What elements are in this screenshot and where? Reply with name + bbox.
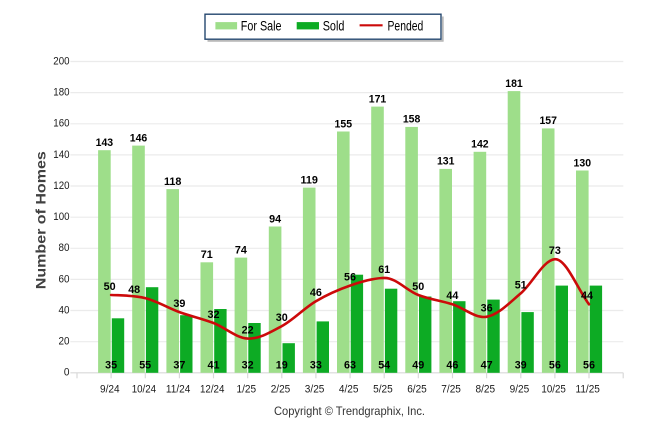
svg-text:94: 94: [269, 213, 282, 225]
svg-text:71: 71: [201, 249, 213, 261]
svg-text:Sold: Sold: [323, 19, 345, 34]
svg-text:55: 55: [139, 359, 151, 371]
svg-text:142: 142: [471, 139, 489, 151]
svg-text:130: 130: [574, 157, 592, 169]
svg-text:41: 41: [208, 359, 220, 371]
svg-text:5/25: 5/25: [373, 384, 393, 396]
svg-text:39: 39: [173, 298, 185, 310]
svg-text:74: 74: [235, 244, 248, 256]
svg-text:12/24: 12/24: [200, 384, 224, 396]
svg-text:20: 20: [59, 336, 70, 348]
svg-text:0: 0: [64, 367, 70, 379]
svg-text:100: 100: [53, 211, 69, 223]
svg-text:146: 146: [130, 132, 148, 144]
svg-text:56: 56: [583, 359, 595, 371]
svg-text:50: 50: [104, 281, 116, 293]
svg-text:Number of Homes: Number of Homes: [33, 151, 49, 289]
svg-text:118: 118: [164, 176, 182, 188]
svg-text:157: 157: [539, 115, 557, 127]
svg-text:30: 30: [276, 312, 288, 324]
svg-text:33: 33: [310, 359, 322, 371]
svg-text:9/24: 9/24: [100, 384, 120, 396]
svg-text:37: 37: [173, 359, 185, 371]
svg-text:49: 49: [412, 359, 424, 371]
svg-text:19: 19: [276, 359, 288, 371]
svg-text:8/25: 8/25: [476, 384, 496, 396]
svg-text:140: 140: [53, 149, 69, 161]
svg-text:Pended: Pended: [388, 19, 424, 34]
svg-text:143: 143: [96, 137, 114, 149]
svg-text:40: 40: [59, 304, 70, 316]
svg-text:54: 54: [378, 359, 391, 371]
svg-text:181: 181: [505, 78, 523, 90]
svg-text:200: 200: [53, 55, 69, 67]
svg-text:73: 73: [549, 245, 561, 257]
svg-text:158: 158: [403, 114, 421, 126]
svg-text:44: 44: [581, 290, 594, 302]
svg-text:7/25: 7/25: [441, 384, 461, 396]
svg-text:32: 32: [242, 359, 254, 371]
svg-text:35: 35: [105, 359, 117, 371]
svg-text:11/25: 11/25: [576, 384, 600, 396]
svg-text:120: 120: [53, 180, 69, 192]
svg-text:171: 171: [369, 93, 387, 105]
svg-text:56: 56: [344, 272, 356, 284]
svg-text:50: 50: [412, 281, 424, 293]
svg-text:39: 39: [515, 359, 527, 371]
svg-text:48: 48: [128, 284, 140, 296]
svg-text:4/25: 4/25: [339, 384, 359, 396]
svg-text:160: 160: [53, 118, 69, 130]
svg-text:Copyright © Trendgraphix, Inc.: Copyright © Trendgraphix, Inc.: [274, 404, 425, 418]
svg-text:9/25: 9/25: [510, 384, 530, 396]
svg-text:44: 44: [446, 290, 459, 302]
svg-text:For Sale: For Sale: [241, 19, 282, 34]
svg-text:46: 46: [310, 287, 322, 299]
svg-text:3/25: 3/25: [305, 384, 325, 396]
svg-text:32: 32: [208, 309, 220, 321]
svg-text:60: 60: [59, 273, 70, 285]
svg-text:56: 56: [549, 359, 561, 371]
svg-text:6/25: 6/25: [407, 384, 427, 396]
svg-text:63: 63: [344, 359, 356, 371]
svg-text:119: 119: [300, 174, 318, 186]
svg-text:47: 47: [481, 359, 493, 371]
svg-text:10/24: 10/24: [132, 384, 156, 396]
svg-text:80: 80: [59, 242, 70, 254]
svg-text:61: 61: [378, 264, 390, 276]
svg-text:131: 131: [437, 156, 455, 168]
svg-text:180: 180: [53, 87, 69, 99]
svg-text:46: 46: [446, 359, 458, 371]
svg-text:155: 155: [335, 118, 353, 130]
svg-text:2/25: 2/25: [271, 384, 291, 396]
svg-text:36: 36: [481, 303, 493, 315]
svg-text:11/24: 11/24: [166, 384, 190, 396]
svg-text:10/25: 10/25: [541, 384, 565, 396]
svg-text:22: 22: [242, 325, 254, 337]
svg-text:1/25: 1/25: [237, 384, 257, 396]
svg-text:51: 51: [515, 279, 527, 291]
